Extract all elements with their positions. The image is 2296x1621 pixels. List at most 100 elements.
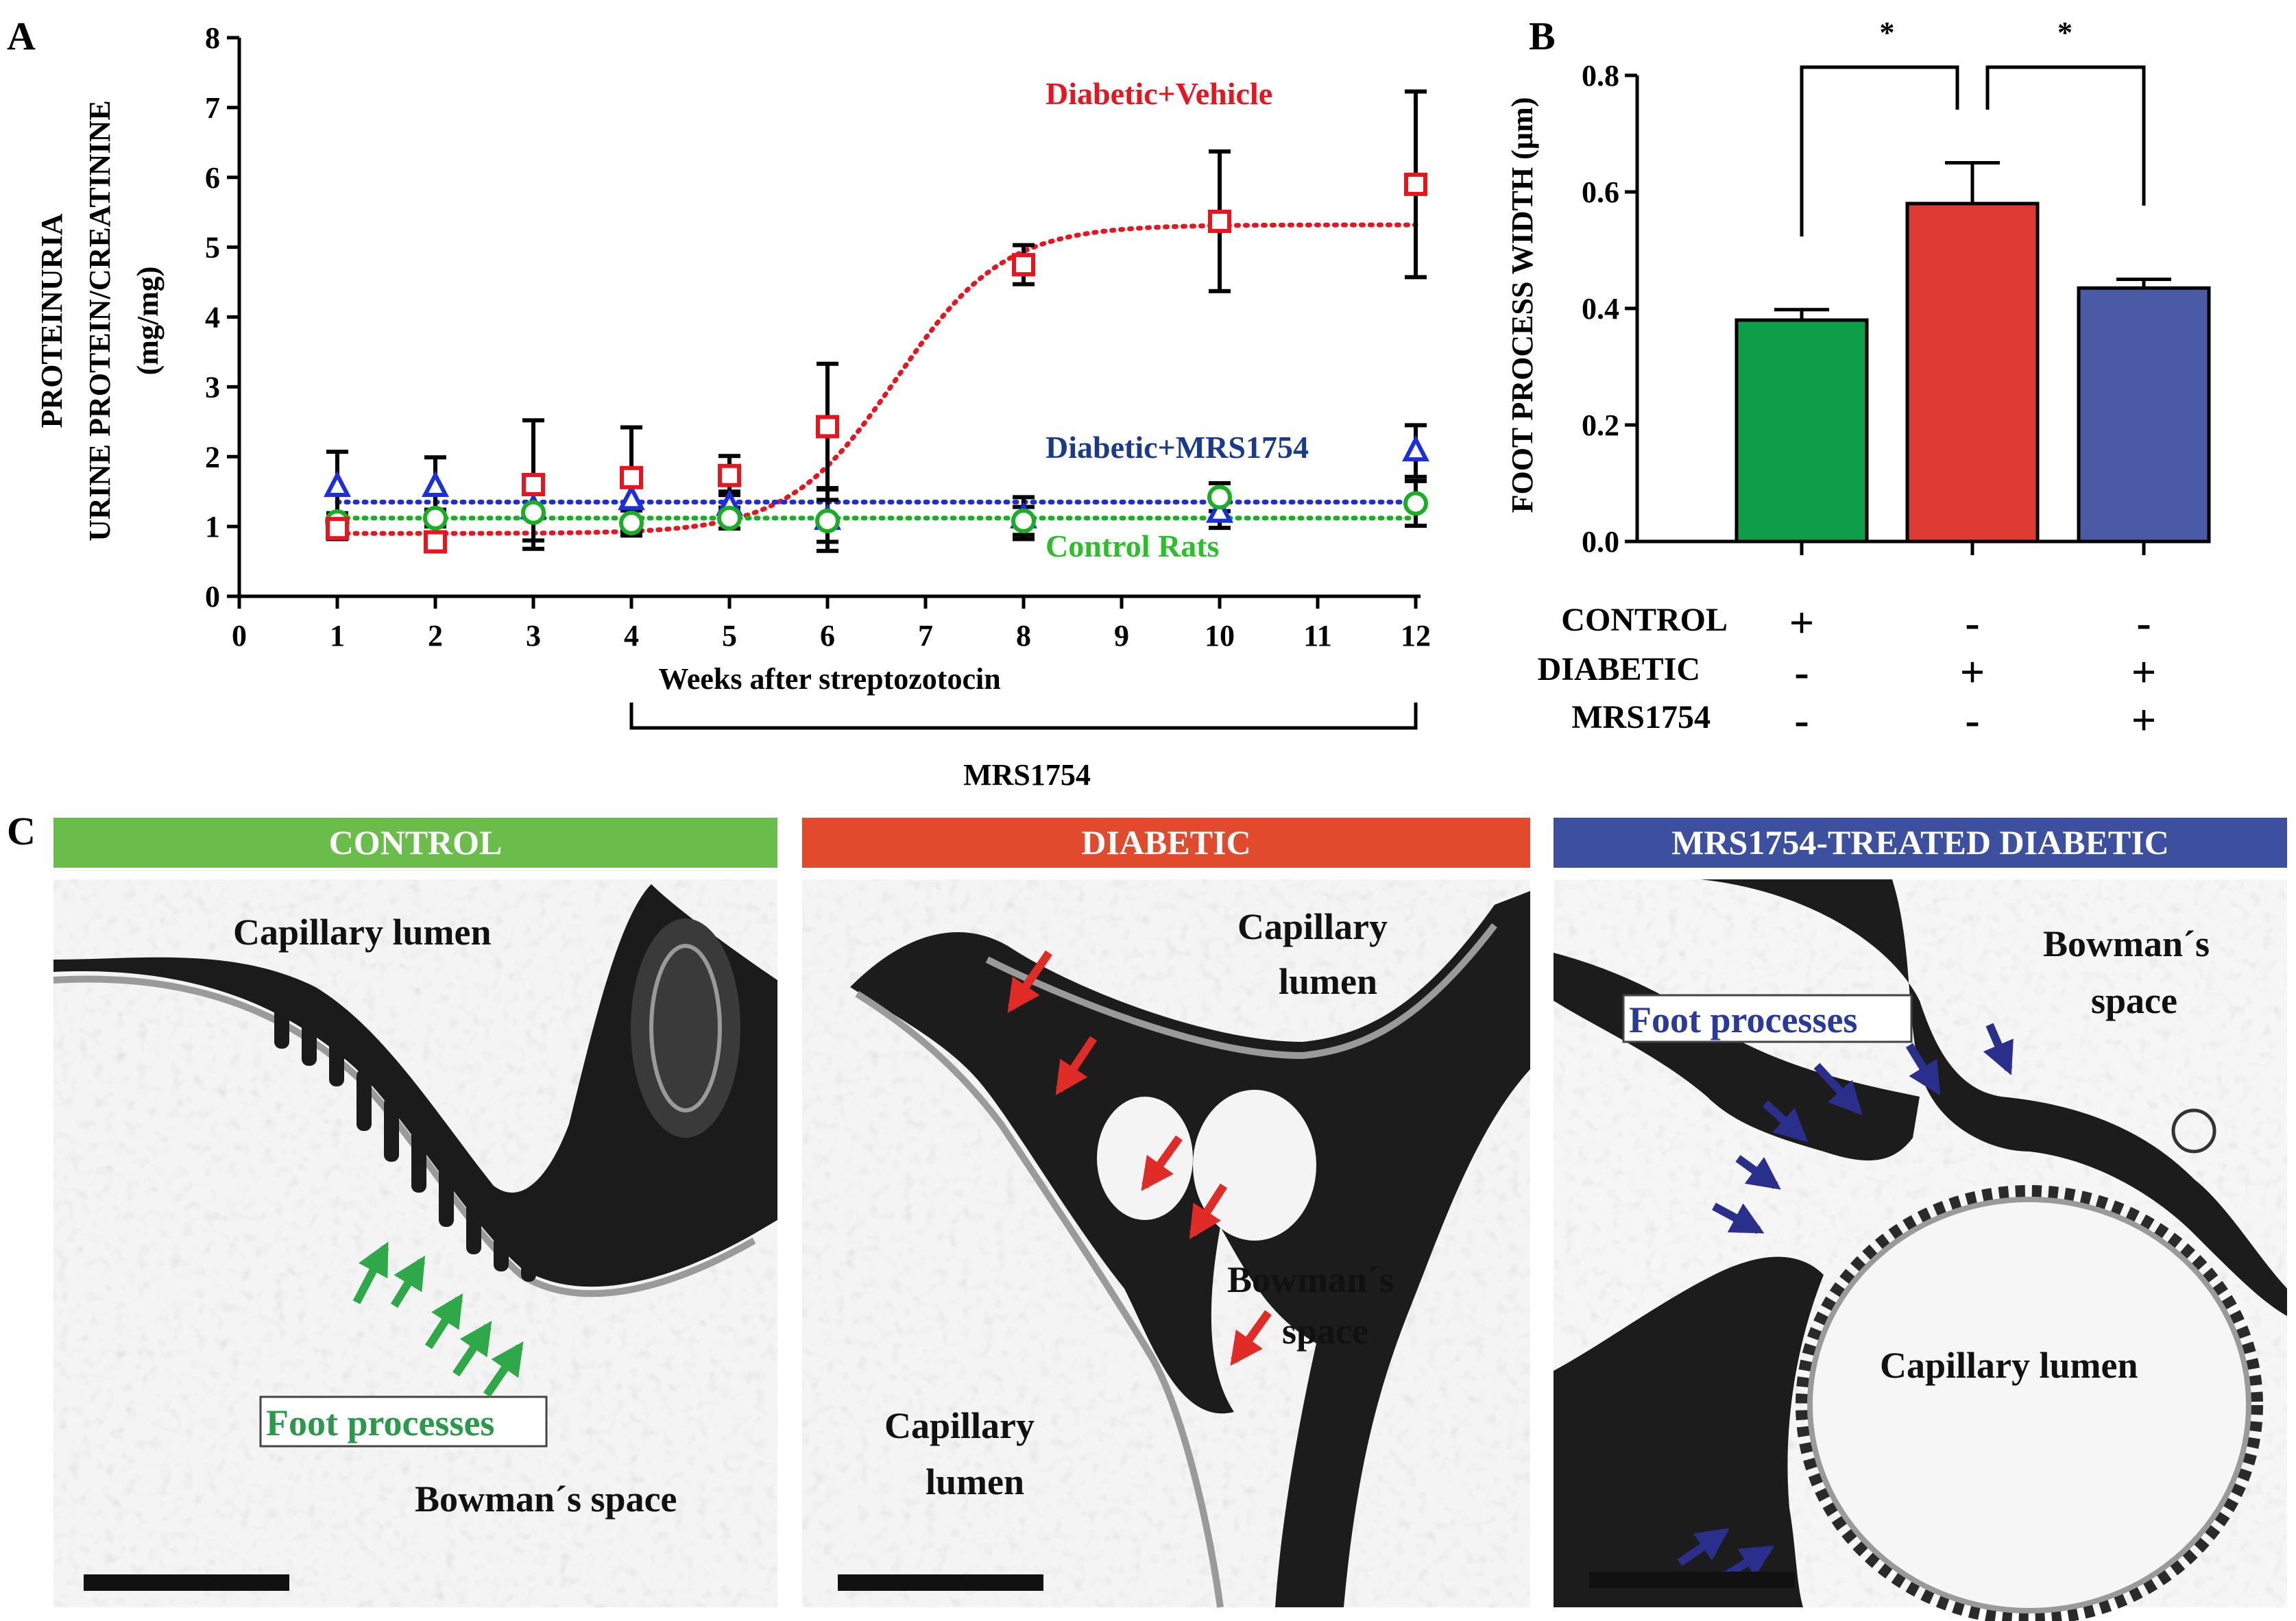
micrograph-header-treated [1554, 818, 2287, 868]
condition-row-label: MRS1754 [1571, 699, 1711, 735]
micrograph-header-diabetic-text: DIABETIC [1081, 823, 1250, 862]
chart-a-ytick-label: 7 [205, 91, 220, 125]
data-point-control [619, 511, 644, 536]
treated-label-space: space [2091, 980, 2177, 1021]
chart-a-xtick-label: 12 [1401, 619, 1431, 653]
data-point-control [1207, 485, 1232, 510]
condition-sign: - [1965, 598, 1979, 647]
condition-sign: - [1794, 648, 1809, 696]
data-point-diabetic-mrs1754 [1402, 435, 1429, 462]
chart-a-xtick-label: 10 [1205, 619, 1235, 653]
diabetic-label-bowmans: Bowman´s [1227, 1259, 1394, 1300]
diabetic-scale-bar [838, 1574, 1043, 1591]
chart-b-ytick-label: 0.2 [1582, 409, 1619, 442]
condition-sign: - [1965, 696, 1979, 744]
data-point-diabetic-mrs1754 [422, 470, 449, 498]
significance-bracket-2 [1985, 65, 2146, 206]
panel-b-letter: B [1529, 14, 1556, 58]
treated-foot-processes-label: Foot processes [1629, 999, 1857, 1040]
treatment-bracket [629, 703, 1418, 730]
series-label-diabetic-vehicle: Diabetic+Vehicle [1046, 76, 1272, 111]
chart-a-xtick-label: 0 [232, 619, 247, 653]
panel-a-letter: A [7, 14, 36, 58]
series-label-diabetic-mrs1754: Diabetic+MRS1754 [1046, 430, 1309, 465]
condition-sign: + [1960, 648, 1985, 696]
diabetic-label-capillary-1: Capillary [1237, 906, 1388, 947]
condition-row-label: DIABETIC [1538, 651, 1700, 687]
chart-a-ytick-label: 6 [205, 161, 220, 195]
data-point-control [521, 500, 546, 525]
treatment-bracket-label: MRS1754 [963, 758, 1091, 792]
chart-b-ytick-label: 0.8 [1582, 59, 1619, 93]
data-point-diabetic-vehicle [522, 473, 545, 496]
data-point-diabetic-vehicle [1404, 172, 1427, 196]
condition-sign: + [2131, 696, 2156, 744]
data-point-control [1011, 508, 1036, 533]
bar-1 [1905, 202, 2040, 544]
chart-a-ytick-label: 0 [205, 580, 220, 613]
micrograph-header-diabetic [802, 818, 1530, 868]
data-point-diabetic-vehicle [1012, 253, 1035, 277]
chart-a-ytick-label: 2 [205, 440, 220, 474]
chart-a-xtick-label: 3 [526, 619, 541, 653]
treated-scale-bar [1589, 1572, 1795, 1588]
data-point-control [717, 505, 742, 531]
data-point-diabetic-mrs1754 [618, 483, 645, 511]
chart-a-ylabel-line-1: PROTEINURIA [35, 213, 69, 428]
data-point-diabetic-vehicle [424, 530, 447, 554]
micrograph-control: Capillary lumen Bowman´s space Foot proc… [53, 879, 777, 1607]
control-scale-bar [84, 1574, 289, 1591]
significance-star-1: * [1880, 16, 1895, 49]
data-point-diabetic-mrs1754 [1206, 496, 1233, 523]
chart-a-ytick-label: 4 [205, 301, 220, 334]
chart-b-ytick-label: 0.6 [1582, 175, 1619, 209]
data-point-diabetic-vehicle [1208, 209, 1231, 233]
chart-a-xtick-label: 8 [1016, 619, 1031, 653]
chart-b-ytick-label: 0.0 [1582, 525, 1619, 559]
chart-a-ytick-label: 1 [205, 510, 220, 544]
chart-a-xtick-label: 1 [330, 619, 345, 653]
data-point-control [1403, 491, 1428, 516]
chart-a-xtick-label: 11 [1303, 619, 1332, 653]
micrograph-diabetic: Capillary lumen Bowman´s space Capillary… [802, 879, 1530, 1608]
panel-c-letter: C [7, 809, 36, 853]
chart-a-xtick-label: 2 [428, 619, 443, 653]
control-label-capillary-lumen: Capillary lumen [233, 912, 492, 953]
data-point-diabetic-vehicle [620, 465, 643, 489]
chart-a-xtick-label: 9 [1114, 619, 1129, 653]
chart-b-ytick-label: 0.4 [1582, 292, 1619, 326]
diabetic-label-space: space [1282, 1311, 1368, 1352]
micrograph-header-control-text: CONTROL [329, 823, 503, 862]
data-point-control [423, 505, 448, 531]
condition-sign: + [2131, 648, 2156, 696]
chart-a-xtick-label: 5 [722, 619, 737, 653]
chart-a-xtick-label: 6 [820, 619, 835, 653]
chart-a-xlabel: Weeks after streptozotocin [658, 662, 1000, 696]
condition-row-label: CONTROL [1561, 602, 1728, 638]
diabetic-label-capillary-2: Capillary [884, 1405, 1035, 1446]
diabetic-label-lumen-1: lumen [1279, 961, 1377, 1002]
micrograph-treated: Bowman´s space Capillary lumen Foot proc… [1554, 879, 2287, 1621]
bar-2 [2077, 286, 2211, 544]
control-foot-processes-label: Foot processes [266, 1402, 494, 1443]
chart-a-xtick-label: 4 [624, 619, 639, 653]
data-point-diabetic-vehicle [718, 463, 741, 487]
control-label-bowmans-space: Bowman´s space [415, 1478, 677, 1520]
treated-label-bowmans: Bowman´s [2043, 923, 2210, 964]
data-point-diabetic-mrs1754 [324, 470, 351, 498]
condition-sign: - [1794, 696, 1809, 744]
significance-star-2: * [2057, 16, 2073, 49]
fit-line-0 [335, 222, 1418, 536]
significance-bracket-1 [1800, 65, 1959, 236]
condition-sign: + [1789, 598, 1814, 647]
data-point-diabetic-vehicle [326, 517, 349, 541]
micrograph-header-control [53, 818, 777, 868]
chart-b-ylabel: FOOT PROCESS WIDTH (µm) [1506, 97, 1539, 513]
micrograph-header-treated-text: MRS1754-TREATED DIABETIC [1671, 823, 2169, 862]
condition-sign: - [2136, 598, 2151, 647]
chart-a-ytick-label: 5 [205, 231, 220, 265]
data-point-control [815, 508, 840, 533]
chart-a: PROTEINURIA URINE PROTEIN/CREATININE (mg… [35, 21, 1431, 792]
chart-a-ylabel-line-3: (mg/mg) [131, 267, 165, 376]
